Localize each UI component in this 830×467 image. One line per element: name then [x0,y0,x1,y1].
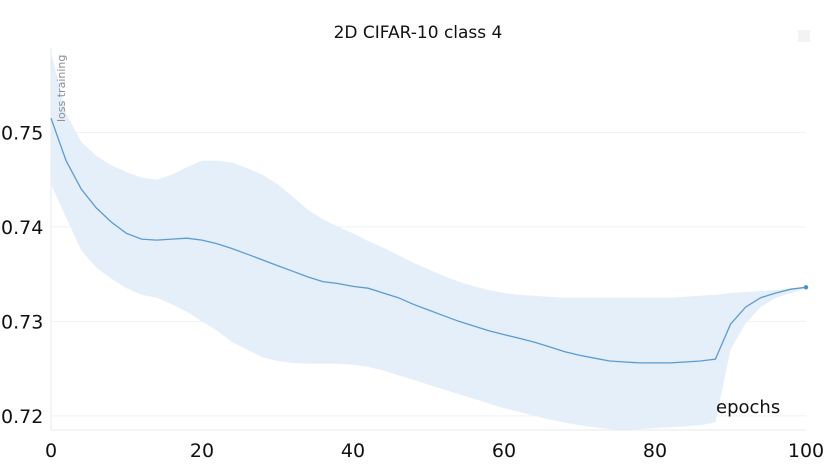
x-tick-label: 0 [45,440,57,462]
x-tick-label: 80 [643,440,667,462]
x-axis-label: epochs [716,397,780,418]
x-tick-labels: 0 20 40 60 80 100 [45,440,824,462]
x-tick-label: 40 [341,440,365,462]
confidence-band [51,52,806,430]
y-tick-label: 0.73 [1,311,43,333]
y-tick-label: 0.75 [1,122,43,144]
y-tick-labels: 0.72 0.73 0.74 0.75 [1,122,43,428]
x-tick-label: 20 [190,440,214,462]
series-endpoint [803,285,809,290]
y-tick-label: 0.72 [1,406,43,428]
series-line [50,117,807,364]
y-tick-label: 0.74 [1,217,43,239]
x-tick-label: 60 [492,440,516,462]
x-tick-label: 100 [788,440,824,462]
toolbar-placeholder[interactable] [798,30,810,42]
chart-title: 2D CIFAR-10 class 4 [334,23,503,43]
y-axis-label: loss training [55,55,68,122]
